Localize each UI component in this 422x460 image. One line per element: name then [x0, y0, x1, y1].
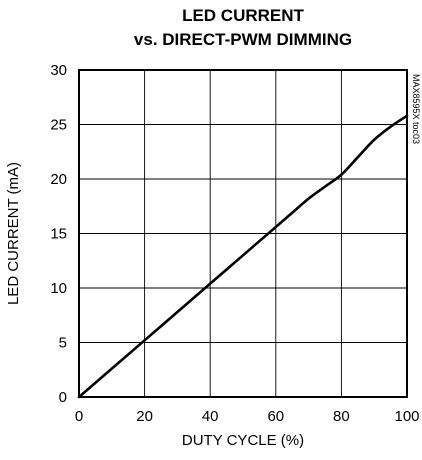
x-tick-label: 0 — [75, 408, 83, 425]
x-tick-label: 60 — [267, 408, 284, 425]
tick-labels: 0 20 40 60 80 100 0 5 10 15 20 25 30 — [50, 62, 419, 425]
x-tick-label: 80 — [333, 408, 350, 425]
x-tick-label: 20 — [136, 408, 153, 425]
chart-title: LED CURRENT — [182, 6, 304, 25]
x-tick-label: 100 — [394, 408, 419, 425]
figure-code-label: MAX8595X toc03 — [411, 74, 421, 144]
chart-subtitle: vs. DIRECT-PWM DIMMING — [133, 30, 353, 49]
plot-frame — [78, 69, 408, 398]
y-tick-label: 10 — [50, 280, 67, 297]
grid — [79, 70, 407, 397]
y-tick-label: 30 — [50, 62, 67, 79]
y-tick-label: 20 — [50, 171, 67, 188]
x-tick-label: 40 — [202, 408, 219, 425]
y-tick-label: 25 — [50, 117, 67, 134]
series-line — [77, 114, 409, 399]
x-axis-label: DUTY CYCLE (%) — [182, 432, 304, 449]
y-tick-label: 15 — [50, 226, 67, 243]
y-tick-label: 0 — [59, 389, 67, 406]
y-axis-label: LED CURRENT (mA) — [5, 162, 22, 305]
y-tick-label: 5 — [59, 335, 67, 352]
